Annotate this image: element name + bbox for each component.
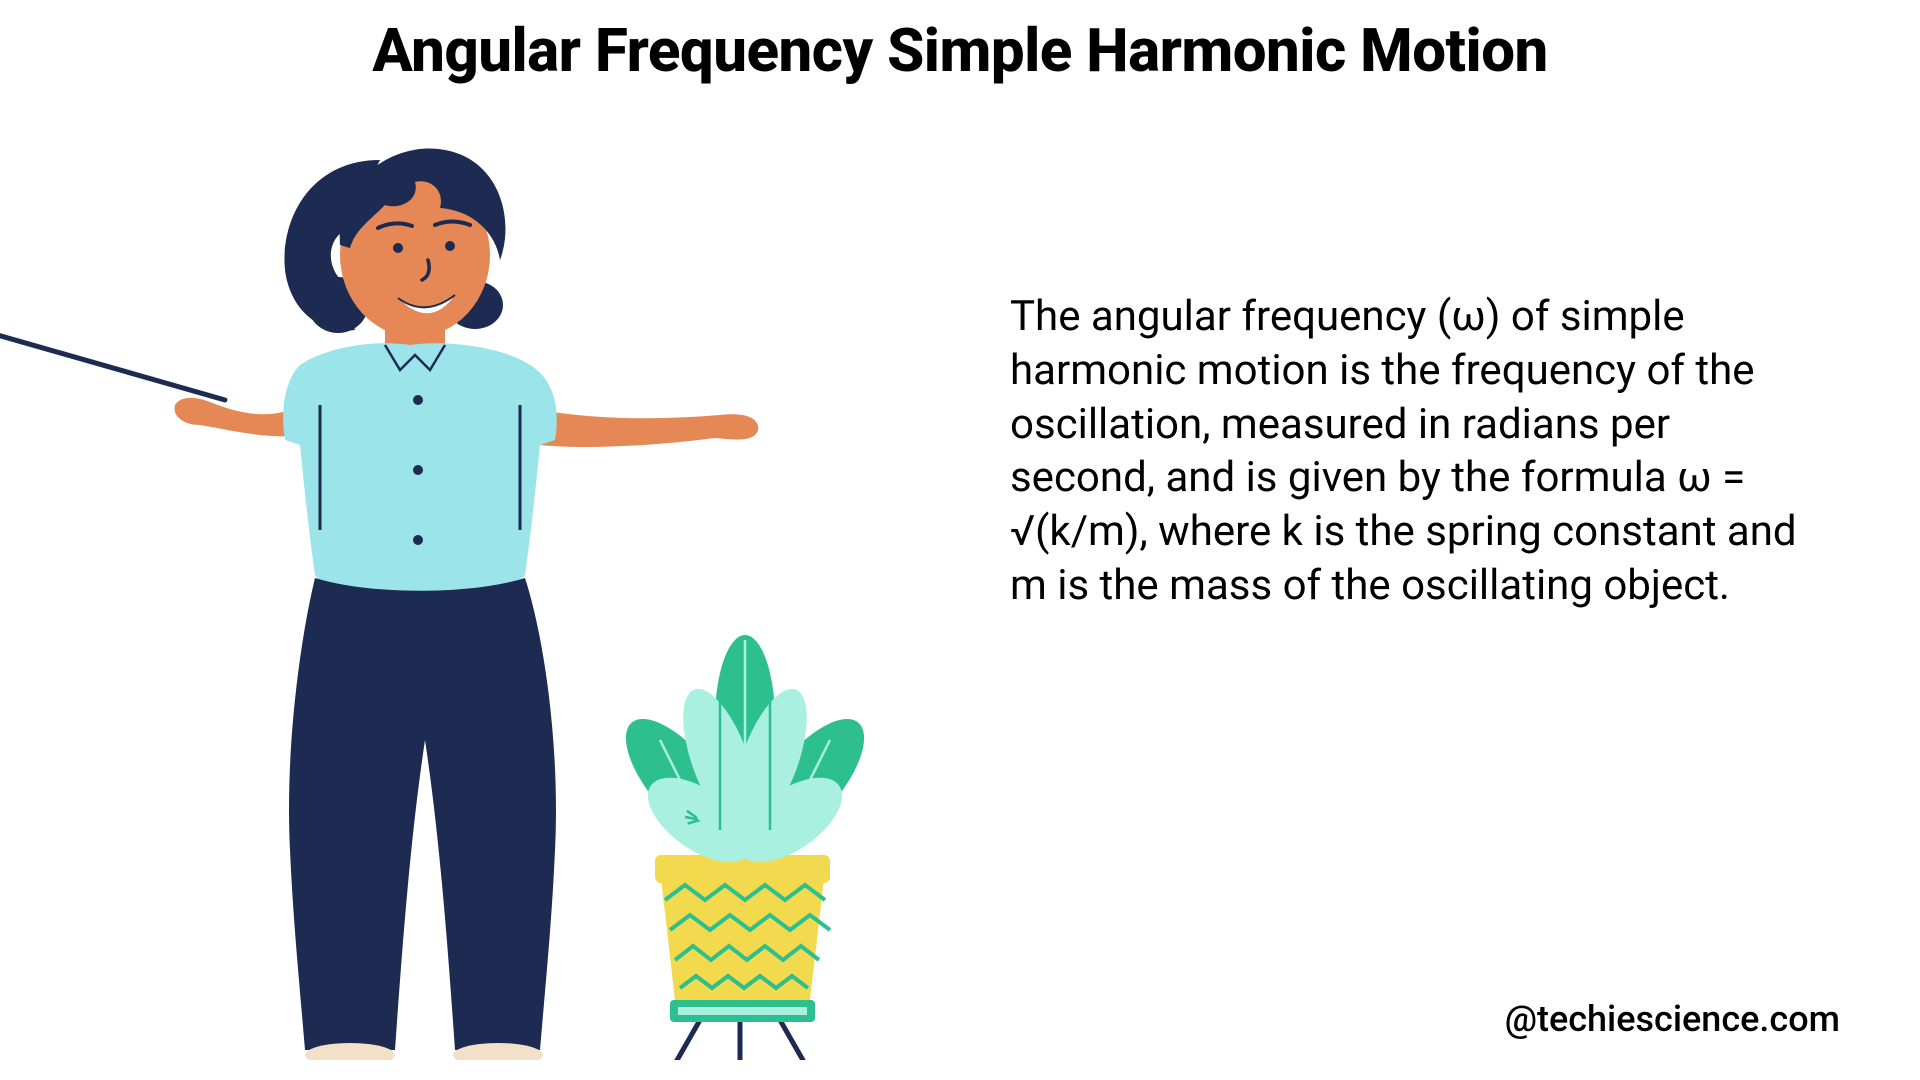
- teacher-illustration: [0, 100, 920, 1060]
- page-title: Angular Frequency Simple Harmonic Motion: [0, 15, 1920, 86]
- teacher-pants: [289, 578, 556, 1050]
- potted-plant: [607, 635, 882, 1060]
- teacher-button-2: [413, 465, 423, 475]
- teacher-eye-left: [393, 243, 403, 253]
- teacher-eye-right: [445, 241, 455, 251]
- teacher-shirt: [283, 343, 557, 615]
- attribution-text: @techiescience.com: [1505, 998, 1840, 1040]
- illustration-svg: [0, 100, 920, 1060]
- teacher-arm-right: [540, 410, 758, 447]
- teacher-button-1: [413, 395, 423, 405]
- pointer-stick: [0, 330, 225, 400]
- teacher-button-3: [413, 535, 423, 545]
- body-text: The angular frequency (ω) of simple harm…: [1010, 290, 1800, 613]
- teacher-arm-left: [174, 398, 300, 437]
